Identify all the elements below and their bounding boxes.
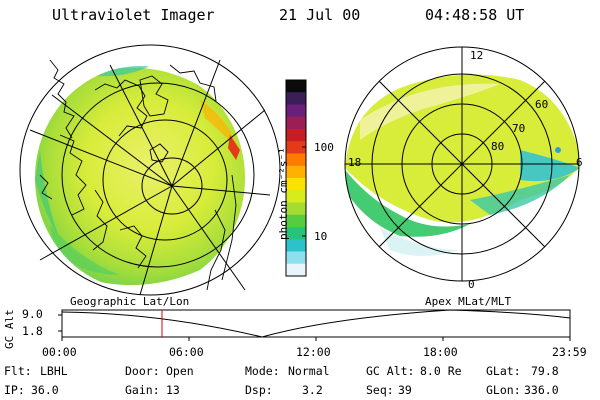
mlat-label-80: 80 bbox=[491, 140, 505, 153]
altitude-xtick-1800: 18:00 bbox=[423, 345, 458, 359]
colorbar-segment bbox=[286, 227, 306, 240]
mode-label: Mode: bbox=[245, 364, 280, 378]
date-label: 21 Jul 00 bbox=[279, 6, 361, 24]
mlt-label-12: 12 bbox=[470, 49, 484, 62]
colorbar-segment bbox=[286, 116, 306, 130]
colorbar-segment bbox=[286, 153, 306, 167]
gc-alt-value: 8.0 Re bbox=[420, 364, 462, 378]
gain-value: 13 bbox=[166, 383, 180, 397]
mlt-label-18: 18 bbox=[348, 156, 362, 169]
colorbar-segment bbox=[286, 202, 306, 216]
mlt-label-6: 6 bbox=[576, 156, 583, 169]
mlat-label-60: 60 bbox=[535, 98, 549, 111]
seq-value: 39 bbox=[398, 383, 412, 397]
mlat-label-70: 70 bbox=[512, 122, 526, 135]
altitude-xtick-0600: 06:00 bbox=[169, 345, 204, 359]
app-title: Ultraviolet Imager bbox=[52, 6, 215, 24]
glat-value: 79.8 bbox=[531, 364, 559, 378]
glon-label: GLon: bbox=[486, 383, 521, 397]
colorbar-segment bbox=[286, 165, 306, 179]
door-value: Open bbox=[166, 364, 194, 378]
dsp-value: 3.2 bbox=[302, 383, 323, 397]
colorbar bbox=[285, 79, 307, 277]
altitude-ylabel: GC Alt bbox=[3, 309, 16, 349]
apex-panel bbox=[344, 46, 580, 282]
mlt-label-0: 0 bbox=[468, 278, 475, 291]
flt-label: Flt: bbox=[4, 364, 32, 378]
mode-value: Normal bbox=[288, 364, 330, 378]
colorbar-segment bbox=[286, 251, 306, 265]
gain-label: Gain: bbox=[125, 383, 160, 397]
colorbar-segment bbox=[286, 239, 306, 252]
colorbar-tick-100: 100 bbox=[314, 141, 334, 154]
geographic-panel bbox=[19, 44, 281, 296]
door-label: Door: bbox=[125, 364, 160, 378]
geographic-panel-label: Geographic Lat/Lon bbox=[70, 295, 190, 308]
seq-label: Seq: bbox=[366, 383, 394, 397]
altitude-plot bbox=[58, 309, 571, 341]
dsp-label: Dsp: bbox=[245, 383, 273, 397]
apex-panel-label: Apex MLat/MLT bbox=[425, 295, 512, 308]
flt-value: LBHL bbox=[40, 364, 68, 378]
colorbar-segment bbox=[286, 92, 306, 105]
glat-label: GLat: bbox=[486, 364, 521, 378]
altitude-xtick-0000: 00:00 bbox=[42, 345, 77, 359]
colorbar-segment bbox=[286, 129, 306, 142]
colorbar-segment bbox=[286, 141, 306, 154]
glon-value: 336.0 bbox=[524, 383, 559, 397]
altitude-ytick-high: 9.0 bbox=[22, 307, 43, 321]
time-label: 04:48:58 UT bbox=[425, 6, 525, 24]
altitude-ytick-low: 1.8 bbox=[22, 324, 43, 338]
gc-alt-label: GC Alt: bbox=[366, 364, 415, 378]
altitude-xtick-2359: 23:59 bbox=[552, 345, 587, 359]
colorbar-segment bbox=[286, 104, 306, 118]
colorbar-segment bbox=[286, 190, 306, 203]
ip-value: 36.0 bbox=[31, 383, 59, 397]
colorbar-segment bbox=[286, 214, 306, 228]
colorbar-tick-10: 10 bbox=[314, 230, 328, 243]
ip-label: IP: bbox=[4, 383, 25, 397]
altitude-xtick-1200: 12:00 bbox=[296, 345, 331, 359]
colorbar-segment bbox=[286, 178, 306, 191]
colorbar-segment bbox=[286, 263, 306, 277]
colorbar-segment bbox=[286, 80, 306, 93]
colorbar-unit-label: photon cm⁻²s⁻¹ bbox=[277, 147, 290, 240]
